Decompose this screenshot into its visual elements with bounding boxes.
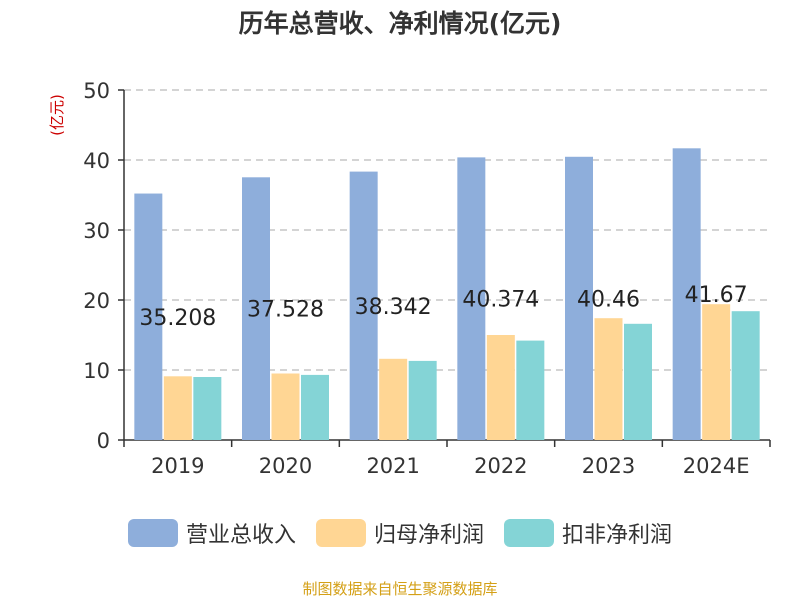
y-tick-label: 10	[83, 359, 110, 383]
bar-deducted-net-profit	[731, 311, 760, 440]
y-tick-label: 30	[83, 219, 110, 243]
bar-deducted-net-profit	[193, 377, 222, 440]
bar-deducted-net-profit	[301, 374, 329, 440]
data-label-revenue: 38.342	[355, 295, 432, 320]
bar-net-profit	[702, 304, 731, 440]
y-tick-label: 0	[97, 429, 110, 453]
x-tick-label: 2024E	[683, 454, 750, 478]
bar-net-profit	[486, 335, 515, 440]
legend: 营业总收入 归母净利润 扣非净利润	[0, 517, 800, 549]
x-tick-label: 2019	[151, 454, 204, 478]
bar-deducted-net-profit	[624, 323, 652, 440]
x-tick-label: 2020	[259, 454, 312, 478]
bar-deducted-net-profit	[408, 360, 437, 440]
bar-revenue	[457, 157, 486, 440]
bar-revenue	[349, 171, 378, 440]
x-tick-label: 2023	[582, 454, 635, 478]
data-label-revenue: 37.528	[247, 298, 324, 323]
y-tick-label: 50	[83, 79, 110, 103]
bar-net-profit	[163, 376, 192, 440]
y-axis-label: (亿元)	[48, 94, 66, 136]
legend-item-net-profit[interactable]: 归母净利润	[315, 517, 484, 549]
x-tick-label: 2022	[474, 454, 527, 478]
bar-revenue	[565, 156, 593, 440]
bar-net-profit	[379, 358, 408, 440]
legend-item-deducted-net-profit[interactable]: 扣非净利润	[504, 517, 672, 549]
data-label-revenue: 40.374	[462, 288, 539, 313]
legend-swatch-net-profit	[315, 519, 366, 547]
bar-net-profit	[594, 318, 623, 440]
legend-swatch-revenue	[127, 519, 178, 547]
bar-deducted-net-profit	[516, 340, 545, 440]
legend-swatch-deducted-net-profit	[504, 519, 554, 547]
legend-label-revenue: 营业总收入	[185, 523, 296, 548]
source-note: 制图数据来自恒生聚源数据库	[302, 580, 498, 598]
bar-net-profit	[271, 373, 300, 440]
chart-title: 历年总营收、净利情况(亿元)	[238, 9, 562, 38]
bar-revenue	[672, 148, 701, 440]
y-tick-label: 40	[83, 149, 110, 173]
data-label-revenue: 35.208	[139, 306, 216, 331]
bar-revenue	[134, 193, 163, 440]
y-tick-label: 20	[83, 289, 110, 313]
data-label-revenue: 41.67	[685, 283, 748, 308]
legend-label-net-profit: 归母净利润	[373, 523, 484, 548]
data-label-revenue: 40.46	[577, 287, 640, 312]
bar-revenue	[242, 177, 270, 440]
x-tick-label: 2021	[366, 454, 419, 478]
legend-item-revenue[interactable]: 营业总收入	[127, 517, 296, 549]
legend-label-deducted-net-profit: 扣非净利润	[562, 523, 673, 548]
